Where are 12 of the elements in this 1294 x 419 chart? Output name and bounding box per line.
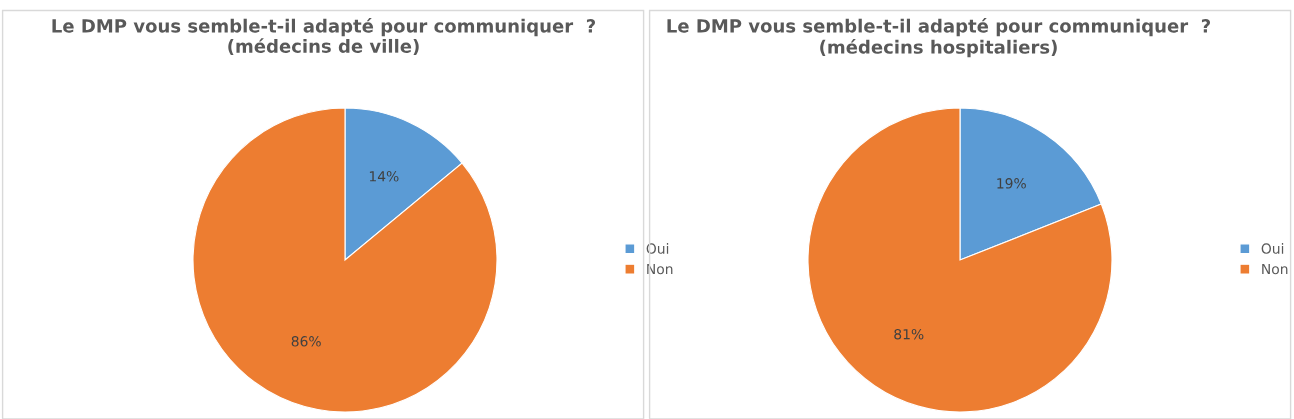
legend-label: Oui: [1261, 243, 1284, 254]
pie-slice: [807, 107, 1113, 413]
data-label: 14%: [369, 171, 399, 182]
chart-title: Le DMP vous semble-t-il adapté pour communiquer ? (médecins de ville): [52, 18, 596, 56]
data-label: 86%: [291, 336, 321, 347]
data-label: 19%: [997, 178, 1026, 189]
data-label: 81%: [894, 328, 924, 340]
legend-label: Non: [647, 263, 673, 275]
legend-label: Non: [1262, 263, 1288, 275]
pie-slice: [192, 107, 498, 413]
legend-label: Oui: [646, 243, 669, 254]
chart-title: Le DMP vous semble-t-il adapté pour communiquer ? (médecins hospitaliers): [667, 18, 1211, 58]
